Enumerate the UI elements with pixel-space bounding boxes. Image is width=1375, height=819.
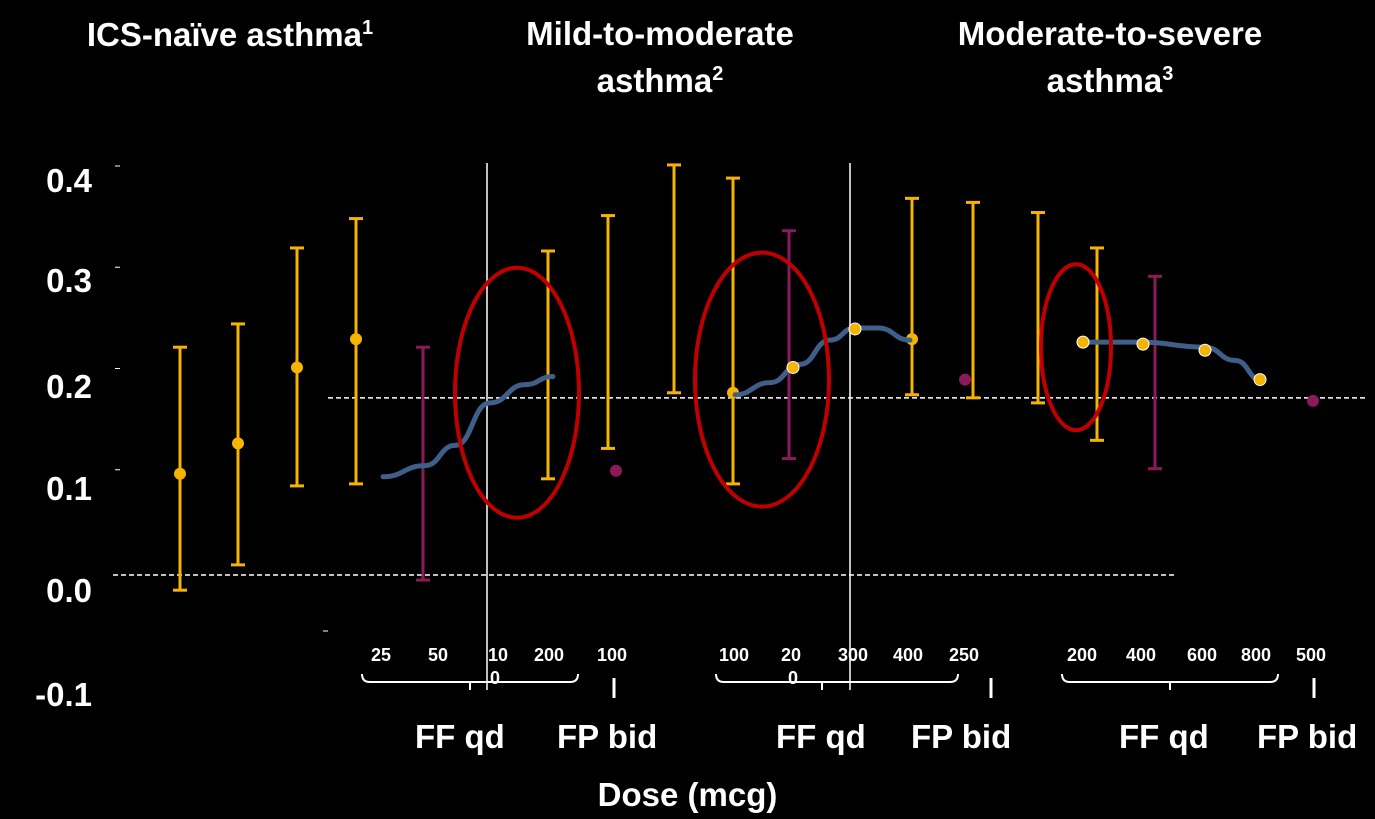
mean-point xyxy=(1253,373,1267,387)
group-bracket xyxy=(1061,673,1279,683)
panel-title-ref: 1 xyxy=(361,17,374,39)
fit-curve xyxy=(380,374,556,480)
dose-label: 100 xyxy=(719,645,750,665)
mean-point xyxy=(1076,335,1090,349)
dose-label: 100 xyxy=(597,645,628,665)
mean-point xyxy=(174,467,186,480)
highlight-ellipse xyxy=(453,265,581,520)
x-axis-title: Dose (mcg) xyxy=(597,776,778,813)
panel-title-text: Mild-to-moderate asthma xyxy=(526,15,794,99)
y-tick-label: -0.1 xyxy=(35,676,92,713)
dose-label: 300 xyxy=(838,645,869,665)
dose-label: 200 xyxy=(1067,645,1098,665)
group-label: FP bid xyxy=(911,718,1012,755)
panel-title-mild-moderate: Mild-to-moderate asthma2 xyxy=(470,14,850,101)
panel-title-text: Moderate-to-severe asthma xyxy=(957,15,1263,99)
highlight-ellipse xyxy=(1039,262,1113,433)
dose-label: 400 xyxy=(893,645,924,665)
mean-point xyxy=(610,464,622,477)
dose-label: 400 xyxy=(1126,645,1157,665)
dose-label: 200 xyxy=(534,645,565,665)
dose-label: 25 xyxy=(371,645,392,665)
group-bracket xyxy=(361,673,579,683)
group-label: FF qd xyxy=(1119,718,1209,755)
dose-label: 250 xyxy=(949,645,980,665)
panel-title-ics-naive: ICS-naïve asthma1 xyxy=(20,8,440,55)
dose-label: 800 xyxy=(1241,645,1272,665)
y-tick-label: 0.0 xyxy=(46,572,92,609)
mean-point xyxy=(232,437,244,450)
fit-curve xyxy=(732,325,913,398)
mean-point xyxy=(1198,343,1212,357)
dose-label: 500 xyxy=(1296,645,1327,665)
y-tick-label: 0.1 xyxy=(46,470,92,507)
dose-label: 10 xyxy=(488,645,509,665)
mean-point xyxy=(786,360,800,374)
dose-label: 0 xyxy=(788,668,799,688)
dose-label: 0 xyxy=(490,668,501,688)
dose-label: 20 xyxy=(781,645,802,665)
dose-label: 600 xyxy=(1187,645,1218,665)
y-tick-label: 0.3 xyxy=(46,262,92,299)
mean-point xyxy=(1136,337,1150,351)
group-label: FF qd xyxy=(415,718,505,755)
panel-title-ref: 2 xyxy=(712,63,724,85)
mean-point xyxy=(848,322,862,336)
group-label: FP bid xyxy=(557,718,658,755)
panel-title-text: ICS-naïve asthma xyxy=(86,16,362,53)
mean-point xyxy=(350,333,362,346)
group-label: FF qd xyxy=(776,718,866,755)
y-tick-label: 0.4 xyxy=(46,162,92,199)
dose-label: 50 xyxy=(428,645,449,665)
mean-point xyxy=(1307,394,1319,407)
group-bracket xyxy=(715,673,959,683)
mean-point xyxy=(291,361,303,374)
y-tick-label: 0.2 xyxy=(46,368,92,405)
panel-title-ref: 3 xyxy=(1162,63,1174,85)
group-label: FP bid xyxy=(1257,718,1358,755)
mean-point xyxy=(959,373,971,386)
panel-title-moderate-severe: Moderate-to-severe asthma3 xyxy=(895,14,1325,101)
highlight-ellipse xyxy=(693,250,831,509)
